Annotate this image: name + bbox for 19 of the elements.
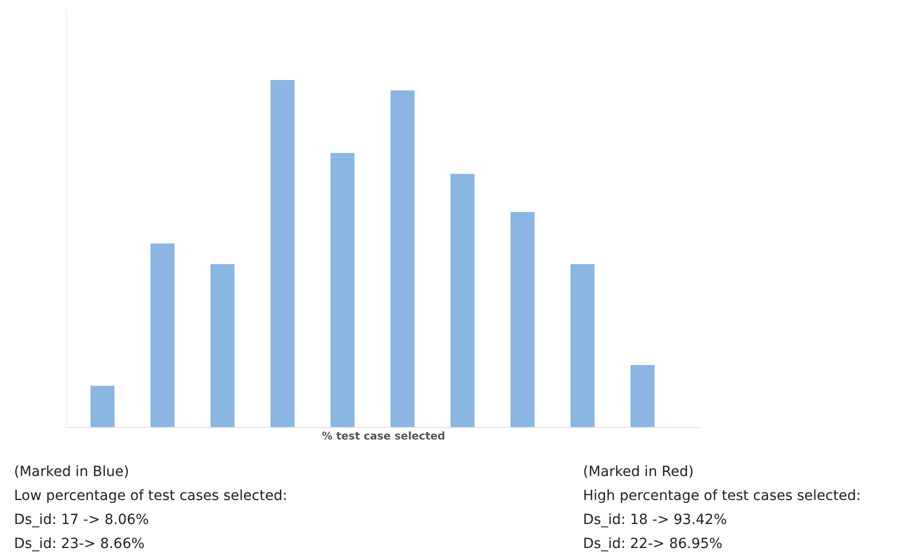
- bar: [270, 80, 294, 428]
- text: (Marked in Red): [583, 463, 695, 482]
- bar: [510, 212, 534, 428]
- text: Ds_id: 18 -> 93.42%: [583, 511, 728, 530]
- bar: [570, 264, 594, 428]
- bar: [450, 174, 474, 428]
- text: High percentage of test cases selected:: [583, 487, 861, 506]
- bar: [90, 386, 114, 428]
- bar: [150, 243, 174, 428]
- text: (Marked in Blue): [14, 463, 130, 482]
- text: Ds_id: 22-> 86.95%: [583, 535, 724, 554]
- bar: [210, 264, 234, 428]
- text: Ds_id: 23-> 8.66%: [14, 535, 146, 554]
- text: Low percentage of test cases selected:: [14, 487, 288, 506]
- bar: [630, 364, 654, 428]
- bar: [330, 152, 354, 428]
- bar: [390, 90, 414, 428]
- text: Ds_id: 17 -> 8.06%: [14, 511, 150, 530]
- x-axis-title: % test case selected: [322, 430, 446, 442]
